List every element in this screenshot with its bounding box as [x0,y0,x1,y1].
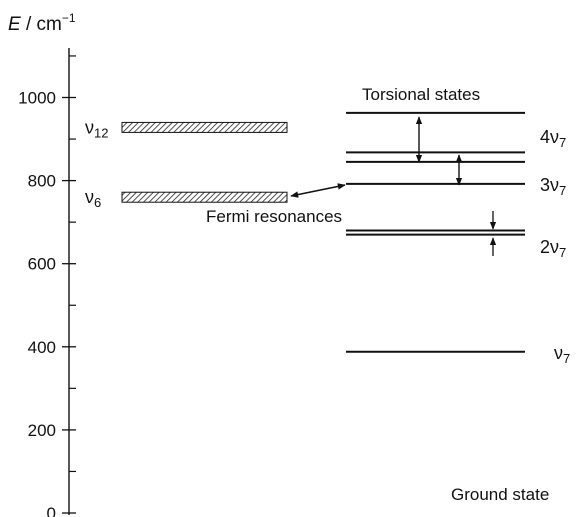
tick-label: 200 [28,421,56,440]
tick-label: 600 [28,255,56,274]
overtone-number: 3 [540,175,550,195]
level-box-v6 [121,191,288,203]
torsional-label: 4ν7 [540,127,566,150]
torsional-label: 2ν7 [540,237,566,260]
ground-state-label: Ground state [451,485,549,504]
level-label-v6: ν6 [85,187,101,210]
nu-symbol: ν [85,117,94,137]
nu-symbol: ν [554,343,563,363]
minor-ticks [69,55,76,473]
subscript: 7 [559,135,566,150]
tick-label: 800 [28,172,56,191]
torsional-states-title: Torsional states [362,85,480,104]
level-box-v12 [121,121,288,133]
tick-label: 400 [28,338,56,357]
fermi-resonances-label: Fermi resonances [206,207,342,226]
torsional-levels [346,111,525,353]
nu-symbol: ν [550,175,559,195]
subscript: 6 [94,195,101,210]
fermi-resonance-arrow [290,183,346,198]
torsional-label: 3ν7 [540,175,566,198]
nu-symbol: ν [550,127,559,147]
overtone-number: 2 [540,237,550,257]
tick-label: 0 [47,504,56,517]
nu-symbol: ν [550,237,559,257]
major-ticks: 0 200 400 600 800 1000 [18,89,76,517]
tick-label: 1000 [18,89,56,108]
torsional-label: ν7 [554,343,570,366]
nu-symbol: ν [85,187,94,207]
subscript: 7 [559,183,566,198]
level-label-v12: ν12 [85,117,108,140]
subscript: 7 [559,245,566,260]
subscript: 7 [563,351,570,366]
subscript: 12 [94,125,108,140]
overtone-number: 4 [540,127,550,147]
axis-title: E / cm−1 [8,11,76,35]
